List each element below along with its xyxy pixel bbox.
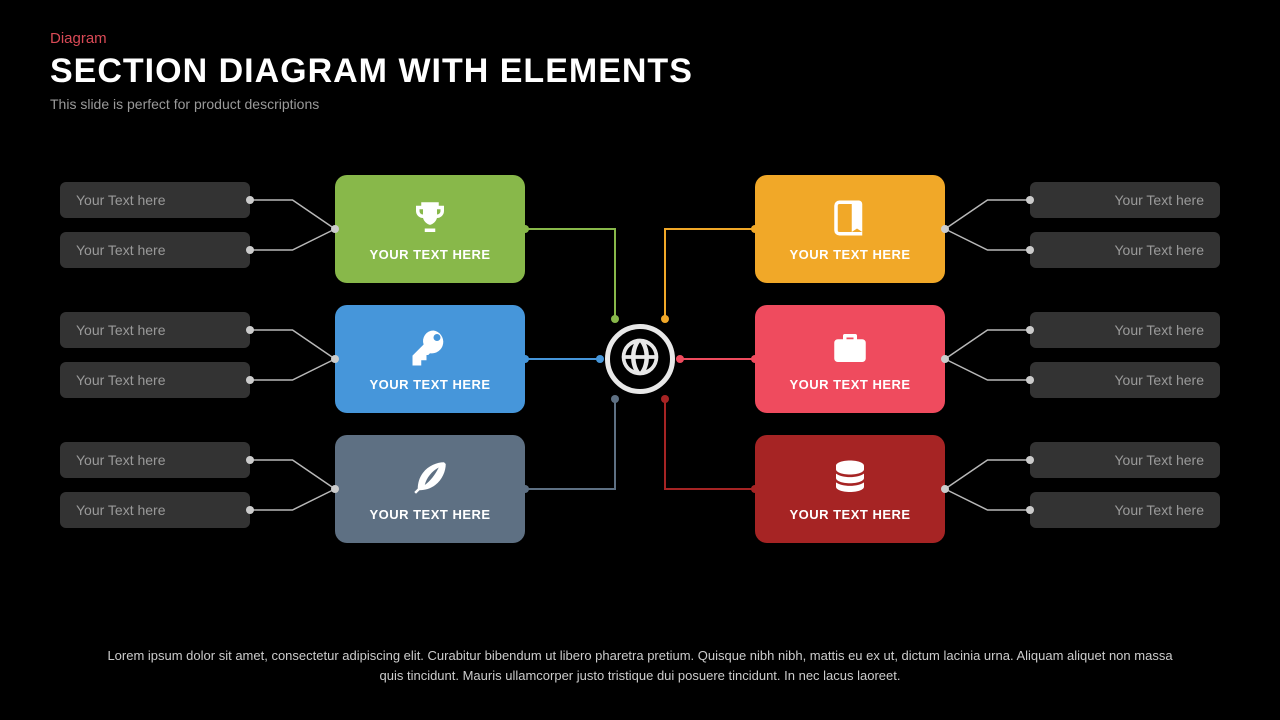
card-key-label: YOUR TEXT HERE	[369, 377, 490, 392]
connector-dot	[521, 225, 529, 233]
text-pill-left-2: Your Text here	[60, 312, 250, 348]
key-icon	[409, 327, 451, 369]
footer-description: Lorem ipsum dolor sit amet, consectetur …	[100, 646, 1180, 686]
connector-dot	[611, 315, 619, 323]
trophy-icon	[409, 197, 451, 239]
page-subtitle: This slide is perfect for product descri…	[50, 96, 319, 112]
card-database-label: YOUR TEXT HERE	[789, 507, 910, 522]
connector-dot	[331, 225, 339, 233]
text-pill-left-3: Your Text here	[60, 362, 250, 398]
connector-dot	[661, 395, 669, 403]
text-pill-right-4: Your Text here	[1030, 442, 1220, 478]
card-bag: YOUR TEXT HERE	[755, 305, 945, 413]
connector-dot	[941, 355, 949, 363]
diagram-canvas: Your Text here Your Text here Your Text he…	[0, 120, 1280, 620]
text-pill-left-5: Your Text here	[60, 492, 250, 528]
connector-dot	[246, 196, 254, 204]
connector-dot	[751, 225, 759, 233]
card-feather: YOUR TEXT HERE	[335, 435, 525, 543]
book-icon	[829, 197, 871, 239]
connector-dot	[1026, 376, 1034, 384]
briefcase-icon	[829, 327, 871, 369]
connector-dot	[246, 246, 254, 254]
connector-dot	[246, 456, 254, 464]
text-pill-right-3: Your Text here	[1030, 362, 1220, 398]
connector-dot	[246, 376, 254, 384]
connector-dot	[1026, 196, 1034, 204]
card-bag-label: YOUR TEXT HERE	[789, 377, 910, 392]
connector-dot	[246, 326, 254, 334]
page-title: SECTION DIAGRAM WITH ELEMENTS	[50, 52, 693, 91]
connector-dot	[521, 485, 529, 493]
text-pill-left-0: Your Text here	[60, 182, 250, 218]
database-icon	[829, 457, 871, 499]
connector-dot	[751, 355, 759, 363]
center-globe	[605, 324, 675, 394]
connector-dot	[1026, 456, 1034, 464]
feather-icon	[409, 457, 451, 499]
text-pill-left-1: Your Text here	[60, 232, 250, 268]
connector-dot	[1026, 326, 1034, 334]
text-pill-right-1: Your Text here	[1030, 232, 1220, 268]
connector-dot	[1026, 506, 1034, 514]
connector-dot	[331, 485, 339, 493]
header-label: Diagram	[50, 30, 107, 47]
card-trophy: YOUR TEXT HERE	[335, 175, 525, 283]
connector-dot	[1026, 246, 1034, 254]
connector-dot	[521, 355, 529, 363]
connector-dot	[331, 355, 339, 363]
card-feather-label: YOUR TEXT HERE	[369, 507, 490, 522]
text-pill-left-4: Your Text here	[60, 442, 250, 478]
text-pill-right-0: Your Text here	[1030, 182, 1220, 218]
connector-dot	[596, 355, 604, 363]
card-book: YOUR TEXT HERE	[755, 175, 945, 283]
globe-icon	[618, 335, 662, 384]
connector-dot	[611, 395, 619, 403]
connector-dot	[676, 355, 684, 363]
connector-dot	[661, 315, 669, 323]
card-book-label: YOUR TEXT HERE	[789, 247, 910, 262]
connector-dot	[941, 485, 949, 493]
connector-dot	[751, 485, 759, 493]
connector-dot	[246, 506, 254, 514]
card-key: YOUR TEXT HERE	[335, 305, 525, 413]
card-database: YOUR TEXT HERE	[755, 435, 945, 543]
text-pill-right-2: Your Text here	[1030, 312, 1220, 348]
text-pill-right-5: Your Text here	[1030, 492, 1220, 528]
card-trophy-label: YOUR TEXT HERE	[369, 247, 490, 262]
connector-dot	[941, 225, 949, 233]
